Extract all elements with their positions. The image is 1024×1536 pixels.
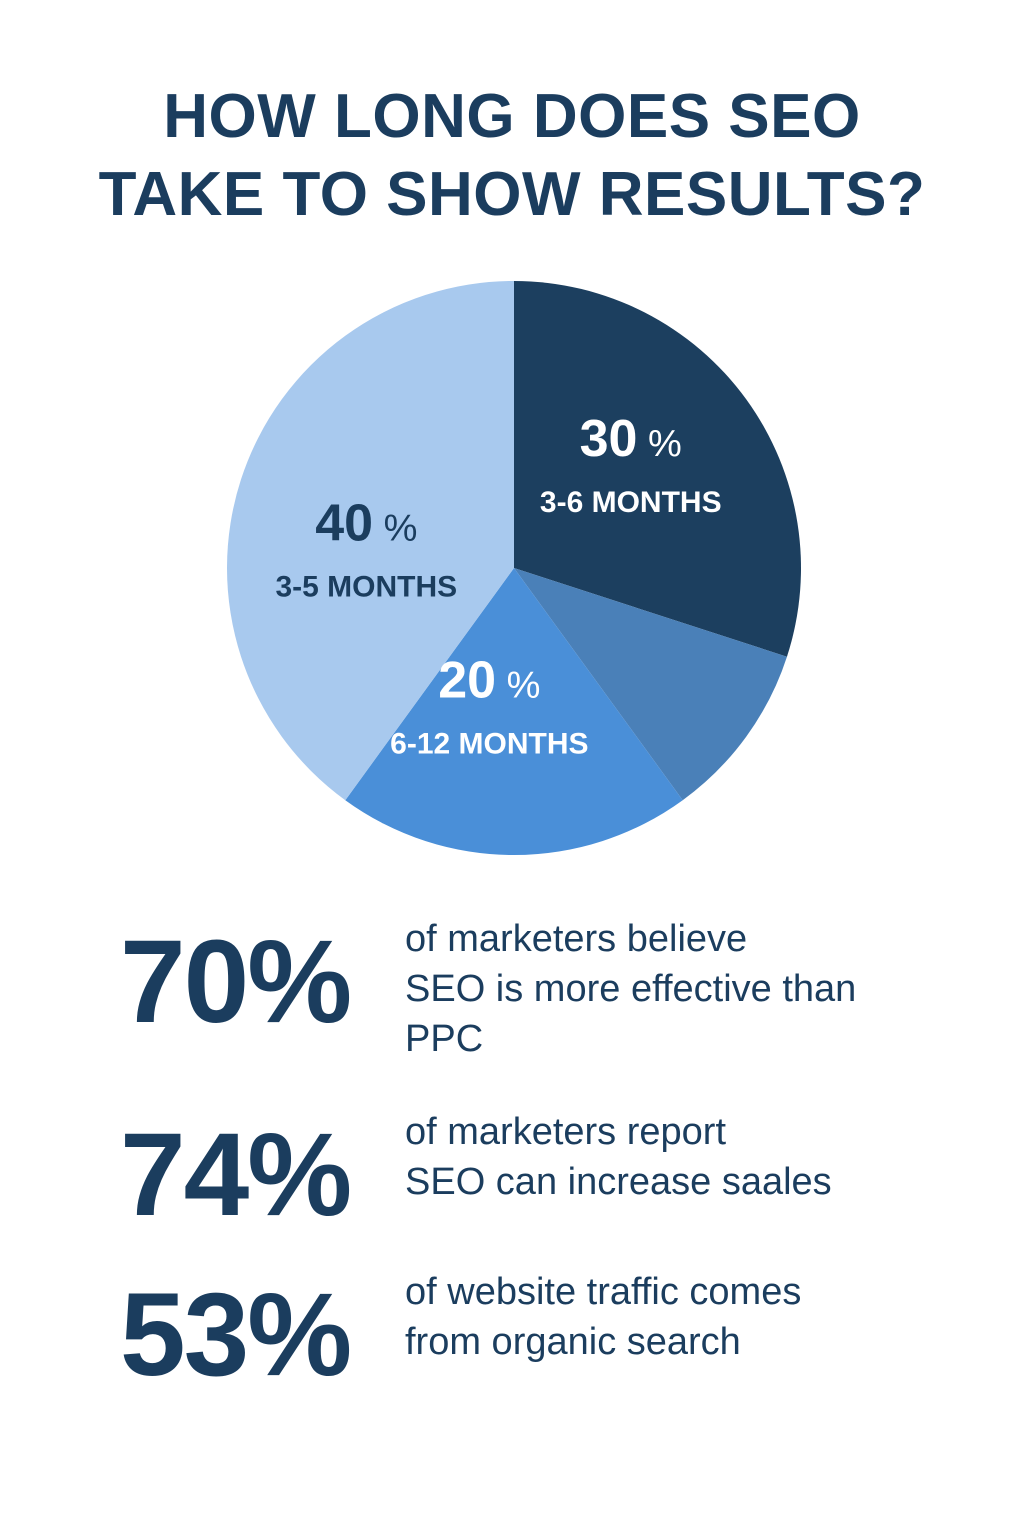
pie-slice-6-12-months [345, 568, 683, 855]
pie-percent-sign: % [637, 423, 681, 465]
pie-slice-3-5-months [227, 281, 514, 801]
pie-percent-label: 20 % [438, 652, 540, 710]
pie-category-label: 3-6 MONTHS [540, 486, 722, 519]
page-title: HOW LONG DOES SEO TAKE TO SHOW RESULTS? [0, 78, 1024, 234]
title-line-2: TAKE TO SHOW RESULTS? [98, 160, 926, 229]
stat-description: of website traffic comes from organic se… [405, 1267, 965, 1367]
stat-description-line: SEO can increase saales [405, 1161, 832, 1203]
pie-percent-value: 20 [438, 652, 496, 710]
pie-category-label: 6-12 MONTHS [390, 728, 588, 761]
title-line-1: HOW LONG DOES SEO [163, 82, 861, 151]
stat-description-line: of website traffic comes [405, 1271, 802, 1313]
stat-description-line: SEO is more effective than [405, 968, 857, 1010]
pie-percent-sign: % [373, 508, 417, 550]
stat-block-3: 53% of website traffic comes from organi… [120, 1265, 980, 1415]
stat-description-line: of marketers believe [405, 918, 748, 960]
stat-description-line: PPC [405, 1018, 484, 1060]
stat-description: of marketers believe SEO is more effecti… [405, 914, 965, 1064]
stat-value: 74% [120, 1109, 352, 1241]
stat-value: 53% [120, 1269, 352, 1401]
pie-percent-value: 40 [315, 495, 373, 553]
pie-slices [227, 281, 801, 855]
pie-labels: 30 % 3-6 MONTHS 20 % 6-12 MONTHS 40 % 3-5 MON… [275, 410, 721, 761]
stat-description-line: of marketers report [405, 1111, 726, 1153]
stat-block-2: 74% of marketers report SEO can increase… [120, 1105, 980, 1255]
pie-slice-unlabeled [514, 568, 787, 801]
stat-value: 70% [120, 916, 352, 1048]
stat-description-line: from organic search [405, 1321, 741, 1363]
stat-block-1: 70% of marketers believe SEO is more eff… [120, 912, 980, 1062]
pie-percent-sign: % [496, 665, 540, 707]
pie-slice-3-6-months [514, 281, 801, 657]
pie-percent-value: 30 [580, 410, 638, 468]
pie-percent-label: 40 % [315, 495, 417, 553]
stat-description: of marketers report SEO can increase saa… [405, 1107, 965, 1207]
pie-chart: 30 % 3-6 MONTHS 20 % 6-12 MONTHS 40 % 3-5 MON… [227, 281, 801, 855]
pie-category-label: 3-5 MONTHS [275, 571, 457, 604]
pie-percent-label: 30 % [580, 410, 682, 468]
